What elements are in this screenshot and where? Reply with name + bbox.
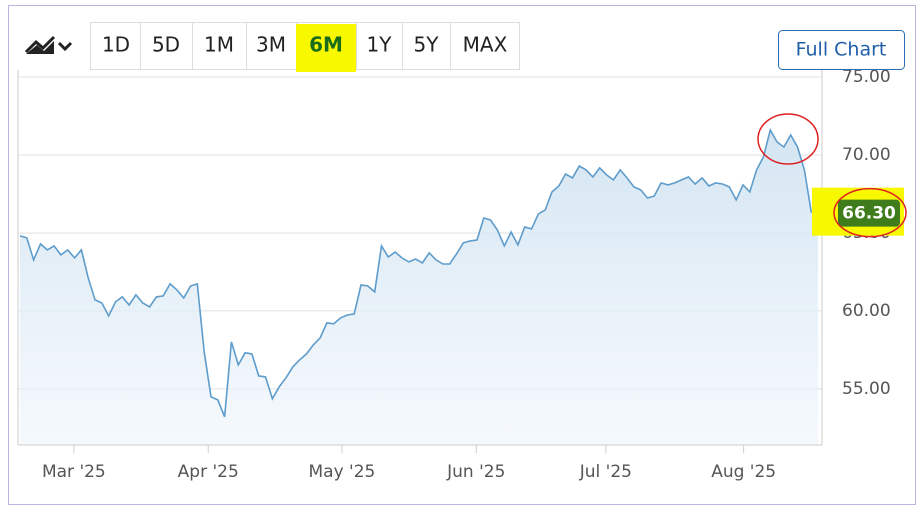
line bbox=[19, 127, 819, 418]
y-tick-label: 70.00 bbox=[842, 145, 891, 165]
range-button[interactable]: 1D bbox=[102, 33, 130, 57]
annotation-circle bbox=[757, 113, 819, 165]
y-tick-label: 55.00 bbox=[842, 379, 891, 399]
range-button[interactable]: 1M bbox=[204, 33, 234, 57]
range-button[interactable]: 5Y bbox=[414, 33, 440, 57]
x-tick-label: Aug '25 bbox=[711, 462, 776, 482]
area bbox=[20, 130, 818, 445]
range-button[interactable]: 5D bbox=[152, 33, 180, 57]
range-button[interactable]: 1Y bbox=[367, 33, 393, 57]
highlight bbox=[296, 24, 356, 72]
range-button[interactable]: 6M bbox=[309, 33, 343, 57]
range-button[interactable]: MAX bbox=[463, 33, 508, 57]
price-label: 66.30 bbox=[842, 204, 896, 224]
x-tick-label: May '25 bbox=[308, 462, 375, 482]
full-chart-button[interactable] bbox=[778, 30, 905, 70]
y-tick-label: 75.00 bbox=[842, 67, 891, 87]
toolbar: 1D 5D 1M 3M 6M 1Y 5Y MAX Full Chart bbox=[24, 22, 905, 72]
x-tick-label: Jul '25 bbox=[579, 462, 632, 482]
frame bbox=[8, 5, 916, 505]
x-tick-label: Apr '25 bbox=[178, 462, 239, 482]
range-button[interactable]: 3M bbox=[256, 33, 286, 57]
x-tick-label: Mar '25 bbox=[42, 462, 106, 482]
x-tick-label: Jun '25 bbox=[446, 462, 505, 482]
price-badge bbox=[838, 199, 900, 227]
full-chart-label[interactable]: Full Chart bbox=[796, 39, 887, 61]
chart-type-icon[interactable] bbox=[24, 35, 73, 54]
y-tick-label: 60.00 bbox=[842, 301, 891, 321]
annotation-circle bbox=[833, 187, 907, 238]
